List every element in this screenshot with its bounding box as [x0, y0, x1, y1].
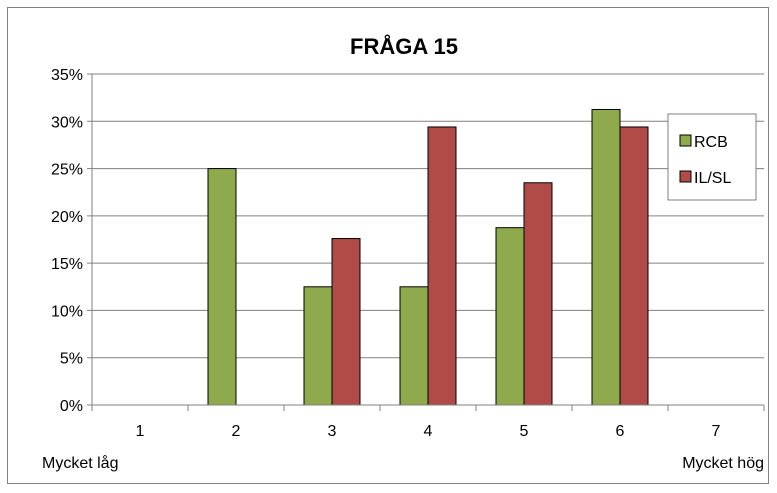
y-tick-label: 5% [60, 351, 83, 368]
y-tick-label: 15% [51, 256, 83, 273]
x-tick-label: 5 [520, 423, 529, 440]
bar-rcb-6 [591, 108, 621, 406]
x-tick-label: 1 [136, 423, 145, 440]
bar-il-sl-5 [523, 182, 553, 406]
bar-rcb-4 [399, 286, 429, 406]
legend-swatch-il-sl [679, 170, 692, 183]
x-tick-label: 7 [712, 423, 721, 440]
bar-rcb-2 [207, 168, 237, 406]
x-tick-label: 2 [232, 423, 241, 440]
bar-il-sl-3 [331, 238, 361, 406]
x-tick-label: 6 [616, 423, 625, 440]
axes [91, 74, 765, 411]
y-tick-labels: 0% 5% 10% 15% 20% 25% 30% 35% [51, 67, 83, 415]
bar-rcb-5 [495, 227, 525, 406]
legend: RCB IL/SL [667, 113, 757, 201]
legend-swatch-rcb [679, 134, 692, 147]
y-tick-label: 20% [51, 209, 83, 226]
x-annotation-high: Mycket hög [682, 455, 764, 472]
legend-box [667, 113, 757, 201]
y-tick-label: 35% [51, 67, 83, 84]
x-tick-labels: 1 2 3 4 5 6 7 [136, 423, 721, 440]
legend-label-il-sl: IL/SL [694, 170, 731, 187]
y-tick-label: 30% [51, 114, 83, 131]
bar-il-sl-4 [427, 126, 457, 406]
x-tick-label: 3 [328, 423, 337, 440]
chart-title: FRÅGA 15 [350, 33, 458, 59]
y-tick-label: 10% [51, 303, 83, 320]
bar-il-sl-6 [619, 126, 649, 406]
y-tick-label: 0% [60, 398, 83, 415]
x-annotation-low: Mycket låg [42, 454, 118, 472]
x-tick-label: 4 [424, 423, 433, 440]
legend-label-rcb: RCB [694, 134, 728, 151]
y-tick-label: 25% [51, 162, 83, 179]
bars [207, 108, 649, 406]
bar-rcb-3 [303, 286, 333, 406]
